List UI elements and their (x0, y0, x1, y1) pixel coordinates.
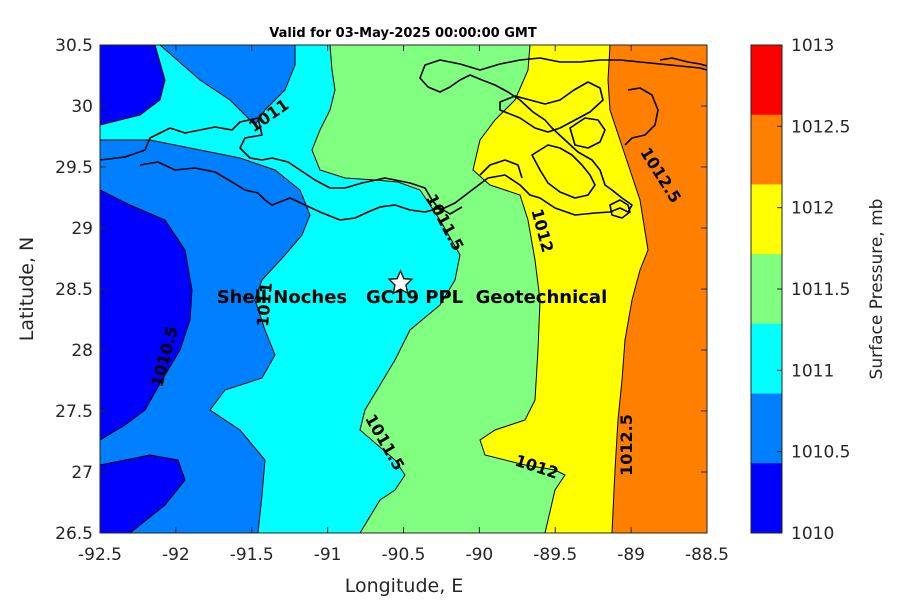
x-tick-label: -92 (162, 545, 190, 565)
colorbar-swatch (751, 114, 782, 185)
x-axis-label: Longitude, E (345, 575, 464, 597)
y-tick-label: 28.5 (55, 280, 93, 300)
x-axis-ticks: -92.5 -92 -91.5 -91 -90.5 -90 -89.5 -89 -88.5 (78, 45, 729, 565)
colorbar-tick-label: 1010 (791, 524, 834, 544)
x-tick-label: -91 (314, 545, 342, 565)
y-tick-label: 26.5 (55, 524, 93, 544)
colorbar-ticks: 1013 1012.5 1012 1011.5 1011 1010.5 1010 (777, 36, 850, 544)
colorbar-swatch (751, 463, 782, 534)
colorbar-tick-label: 1011 (791, 361, 834, 381)
coastline (100, 57, 707, 221)
band-1010.5-1011 (100, 45, 310, 533)
colorbar-swatch (751, 323, 782, 395)
colorbar-swatch (751, 45, 782, 116)
band-edges (100, 45, 649, 533)
colorbar-tick-label: 1012.5 (791, 117, 850, 137)
x-tick-label: -91.5 (230, 545, 274, 565)
y-axis-label: Latitude, N (16, 237, 38, 342)
y-tick-label: 29 (71, 219, 93, 239)
colorbar-swatch (751, 393, 782, 464)
colorbar-tick-label: 1010.5 (791, 443, 850, 463)
colorbar-swatch (751, 184, 782, 255)
colorbar-swatch (751, 254, 782, 325)
colorbar-label: Surface Pressure, mb (867, 199, 887, 380)
y-tick-label: 27.5 (55, 402, 93, 422)
band-1010-1010.5 (100, 45, 192, 533)
y-tick-label: 30 (71, 97, 93, 117)
colorbar-tick-label: 1011.5 (791, 280, 850, 300)
colorbar-tick-label: 1013 (791, 36, 834, 56)
y-tick-label: 30.5 (55, 36, 93, 56)
x-tick-label: -90 (465, 545, 493, 565)
x-tick-label: -89.5 (533, 545, 577, 565)
x-tick-label: -88.5 (685, 545, 729, 565)
contour-fill (100, 45, 707, 533)
contour-label-1012.5-south: 1012.5 (617, 414, 636, 476)
x-tick-label: -89 (617, 545, 645, 565)
y-axis-ticks: 30.5 30 29.5 29 28.5 28 27.5 27 26.5 (55, 36, 707, 544)
y-tick-label: 29.5 (55, 158, 93, 178)
colorbar-tick-label: 1012 (791, 199, 834, 219)
x-tick-label: -92.5 (78, 545, 122, 565)
y-tick-label: 28 (71, 341, 93, 361)
x-tick-label: -90.5 (382, 545, 426, 565)
map-title: Valid for 03-May-2025 00:00:00 GMT (269, 26, 537, 41)
colorbar (751, 45, 782, 534)
star-icon (387, 269, 414, 295)
y-tick-label: 27 (71, 463, 93, 483)
site-label: Shell Noches GC19 PPL Geotechnical (217, 287, 608, 308)
contour-label-1011-south: 1011 (253, 282, 276, 328)
